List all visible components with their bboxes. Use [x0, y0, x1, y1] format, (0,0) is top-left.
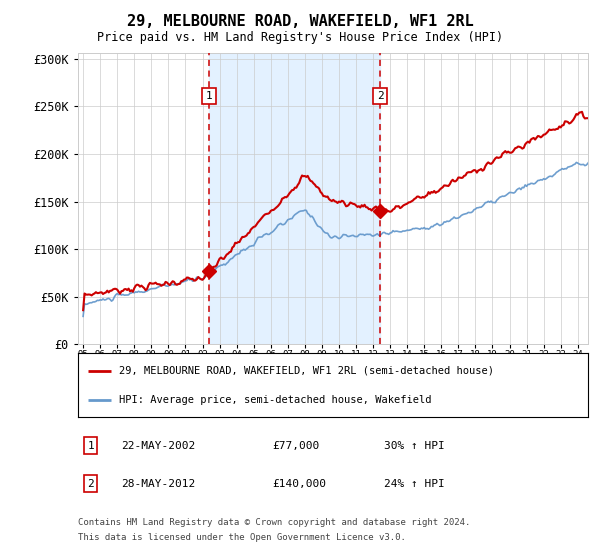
- Text: £140,000: £140,000: [272, 479, 326, 489]
- Text: 1: 1: [206, 91, 212, 101]
- Text: 29, MELBOURNE ROAD, WAKEFIELD, WF1 2RL: 29, MELBOURNE ROAD, WAKEFIELD, WF1 2RL: [127, 14, 473, 29]
- Text: 15
20: 15 20: [419, 350, 430, 370]
- Text: 28-MAY-2012: 28-MAY-2012: [121, 479, 196, 489]
- Text: 96
19: 96 19: [95, 350, 106, 370]
- Text: 30% ↑ HPI: 30% ↑ HPI: [384, 441, 445, 451]
- Text: Contains HM Land Registry data © Crown copyright and database right 2024.: Contains HM Land Registry data © Crown c…: [78, 518, 470, 527]
- Text: 2: 2: [377, 91, 383, 101]
- Text: 95
19: 95 19: [78, 350, 88, 370]
- Text: 21
20: 21 20: [521, 350, 532, 370]
- Text: 22
20: 22 20: [538, 350, 549, 370]
- Text: 1: 1: [88, 441, 94, 451]
- Text: 19
20: 19 20: [487, 350, 498, 370]
- Text: 16
20: 16 20: [436, 350, 446, 370]
- Text: 01
20: 01 20: [180, 350, 191, 370]
- Text: 06
20: 06 20: [265, 350, 276, 370]
- Text: 13
20: 13 20: [385, 350, 395, 370]
- Text: £77,000: £77,000: [272, 441, 319, 451]
- Text: 10
20: 10 20: [334, 350, 344, 370]
- Text: This data is licensed under the Open Government Licence v3.0.: This data is licensed under the Open Gov…: [78, 533, 406, 542]
- Text: 98
19: 98 19: [129, 350, 140, 370]
- Bar: [209, 53, 380, 344]
- Text: Price paid vs. HM Land Registry's House Price Index (HPI): Price paid vs. HM Land Registry's House …: [97, 31, 503, 44]
- Text: 97
19: 97 19: [112, 350, 122, 370]
- Text: 17
20: 17 20: [453, 350, 464, 370]
- Text: 05
20: 05 20: [248, 350, 259, 370]
- Text: HPI: Average price, semi-detached house, Wakefield: HPI: Average price, semi-detached house,…: [119, 395, 431, 405]
- Text: 22-MAY-2002: 22-MAY-2002: [121, 441, 196, 451]
- Text: 07
20: 07 20: [283, 350, 293, 370]
- Text: 14
20: 14 20: [402, 350, 413, 370]
- Text: 29, MELBOURNE ROAD, WAKEFIELD, WF1 2RL (semi-detached house): 29, MELBOURNE ROAD, WAKEFIELD, WF1 2RL (…: [119, 366, 494, 376]
- Text: 99
19: 99 19: [146, 350, 157, 370]
- Text: 03
20: 03 20: [214, 350, 225, 370]
- Text: 24
20: 24 20: [572, 350, 583, 370]
- Text: 02
20: 02 20: [197, 350, 208, 370]
- Text: 20
20: 20 20: [504, 350, 515, 370]
- Text: 04
20: 04 20: [231, 350, 242, 370]
- Text: 00
20: 00 20: [163, 350, 174, 370]
- Text: 2: 2: [88, 479, 94, 489]
- Text: 08
20: 08 20: [299, 350, 310, 370]
- Text: 18
20: 18 20: [470, 350, 481, 370]
- Text: 09
20: 09 20: [317, 350, 327, 370]
- Text: 11
20: 11 20: [350, 350, 361, 370]
- Text: 12
20: 12 20: [368, 350, 379, 370]
- Text: 24% ↑ HPI: 24% ↑ HPI: [384, 479, 445, 489]
- Text: 23
20: 23 20: [556, 350, 566, 370]
